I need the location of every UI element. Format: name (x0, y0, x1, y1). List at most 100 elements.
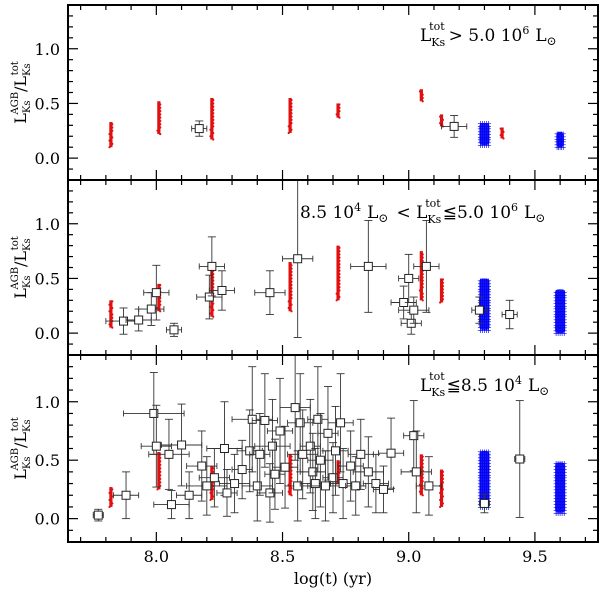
model-red-dot (159, 477, 162, 480)
model-red-dot (290, 108, 293, 112)
panel-bottom: ++++++++++++++++++++++++++++++++++++++++… (10, 354, 599, 543)
model-red-dot (290, 270, 293, 273)
model-blue-cross: + (485, 304, 492, 313)
model-blue-cross: + (553, 324, 560, 333)
model-blue-cross: + (477, 468, 484, 477)
y-axis-label-part: Ks (22, 101, 33, 114)
model-blue-cross: + (555, 305, 562, 314)
model-blue-cross: + (485, 318, 492, 327)
model-blue-cross: + (559, 465, 566, 474)
observed-marker (515, 454, 525, 464)
model-blue-cross: + (479, 279, 486, 288)
model-red-dot (111, 300, 114, 303)
model-blue-cross: + (477, 136, 484, 145)
model-blue-cross: + (481, 282, 488, 291)
model-red-dot (290, 310, 293, 313)
model-red-dot (502, 130, 505, 133)
model-red-dot (159, 116, 162, 119)
model-blue-cross: + (557, 491, 564, 500)
observed-marker (320, 481, 330, 491)
model-blue-cross: + (559, 307, 566, 316)
model-red-dot (111, 306, 114, 310)
observed-point (415, 456, 442, 516)
model-blue-cross: + (479, 468, 486, 477)
model-blue-cross: + (553, 313, 560, 322)
model-red-dot (421, 100, 424, 103)
model-blue-cross: + (481, 312, 488, 321)
model-blue-cross: + (479, 296, 486, 305)
model-red-dot (212, 112, 215, 115)
model-red-dot (111, 316, 114, 319)
model-blue-cross: + (481, 465, 488, 474)
model-blue-cross: + (553, 491, 560, 500)
y-tick-label: 0.0 (35, 149, 60, 168)
model-red-dot (421, 282, 424, 286)
observed-point (123, 372, 185, 455)
model-blue-cross: + (555, 497, 562, 506)
y-tick-label: 1.0 (35, 215, 60, 234)
model-red-point (157, 452, 161, 490)
model-blue-cross: + (481, 456, 488, 465)
observed-marker (409, 431, 419, 441)
model-blue-cross: + (557, 326, 564, 335)
model-blue-cross: + (479, 138, 486, 147)
model-blue-cross: + (477, 459, 484, 468)
panel-label: 8.5 104 L⊙ < LKstot ≦5.0 106 L⊙ (300, 197, 545, 226)
model-blue-cross: + (479, 141, 486, 150)
model-red-dot (441, 298, 445, 301)
model-blue-cross: + (481, 136, 488, 145)
model-red-dot (212, 276, 215, 279)
model-red-dot (338, 461, 341, 464)
model-blue-cross: + (561, 288, 568, 297)
observed-marker (197, 461, 207, 471)
model-blue-cross: + (485, 288, 492, 297)
model-red-dot (290, 99, 293, 102)
model-blue-cross: + (561, 482, 568, 491)
model-red-dot (212, 102, 215, 105)
model-blue-cross: + (553, 459, 560, 468)
panel-label-part: 8.5 10 (300, 203, 354, 223)
model-red-dot (290, 105, 293, 108)
model-red-dot (209, 128, 212, 131)
model-blue-cross: + (483, 468, 490, 477)
model-blue-cross: + (477, 315, 484, 324)
panel-label-part: ⊙ (547, 34, 557, 48)
model-blue-cross: + (481, 468, 488, 477)
model-blue-cross: + (555, 506, 562, 515)
model-blue-cross: + (561, 313, 568, 322)
model-blue-cross: + (481, 477, 488, 486)
model-red-dot (338, 471, 341, 475)
model-blue-cross: + (561, 506, 568, 515)
model-blue-cross: + (479, 127, 486, 136)
model-red-dot (159, 106, 162, 109)
model-blue-cross: + (483, 290, 490, 299)
model-blue-cross: + (477, 462, 484, 471)
model-red-dot (338, 276, 341, 279)
observed-point (241, 450, 273, 522)
model-red-dot (441, 278, 445, 281)
model-blue-cross: + (483, 301, 490, 310)
x-tick-label: 9.0 (396, 547, 421, 566)
observed-marker (351, 481, 361, 491)
observed-point (352, 436, 384, 508)
model-blue-cross: + (485, 453, 492, 462)
model-blue-cross: + (481, 277, 488, 286)
model-blue-cross: + (483, 491, 490, 500)
model-blue-cross: + (477, 125, 484, 134)
model-red-dot (290, 487, 293, 490)
model-red-dot (212, 99, 215, 102)
model-blue-cross: + (485, 485, 492, 494)
model-blue-cross: + (559, 462, 566, 471)
model-blue-cross: + (555, 500, 562, 509)
model-blue-cross: + (557, 135, 564, 144)
model-blue-cross: + (557, 494, 564, 503)
model-blue-cross: + (555, 471, 562, 480)
model-blue-cross: + (557, 471, 564, 480)
model-blue-cross: + (483, 320, 490, 329)
model-blue-cross: + (555, 313, 562, 322)
observed-marker (336, 418, 346, 428)
model-blue-cross: + (485, 312, 492, 321)
model-blue-cross: + (485, 293, 492, 302)
model-red-dot (441, 502, 445, 505)
model-blue-cross: + (559, 459, 566, 468)
